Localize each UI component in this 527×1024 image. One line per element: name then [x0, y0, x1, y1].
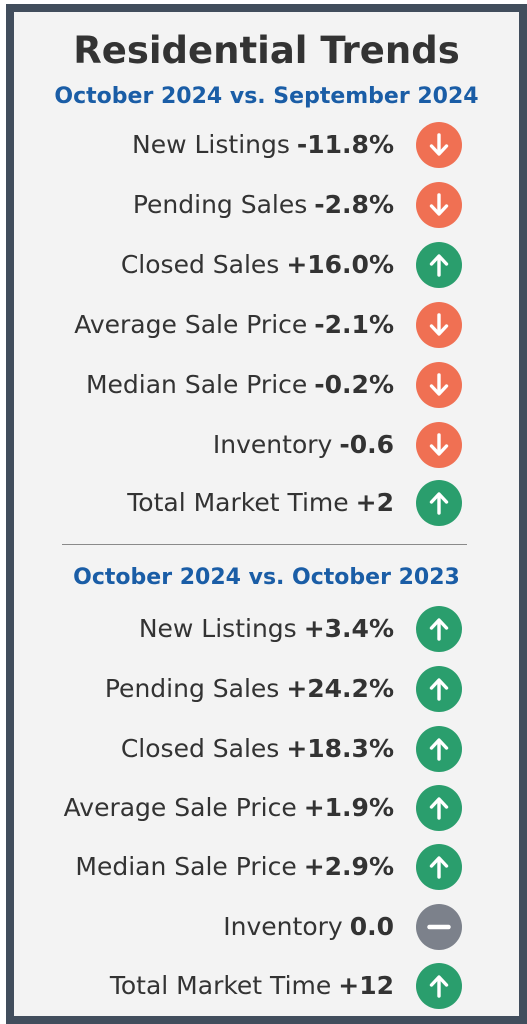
- metric-label: Inventory: [223, 912, 343, 941]
- metric-value: +2.9%: [303, 852, 394, 881]
- section-1-subtitle: October 2024 vs. September 2024: [54, 84, 479, 109]
- metric-label: Closed Sales: [120, 250, 280, 279]
- metric-label: Average Sale Price: [74, 310, 308, 339]
- metric-value: +16.0%: [286, 250, 394, 279]
- metric-value: -0.2%: [314, 370, 394, 399]
- section-1-row-average-sale-price: Average Sale Price -2.1%: [14, 302, 519, 348]
- metric-label: Average Sale Price: [63, 793, 297, 822]
- section-2-row-pending-sales: Pending Sales +24.2%: [14, 666, 519, 712]
- metric-value: -11.8%: [296, 130, 394, 159]
- section-2-row-closed-sales: Closed Sales +18.3%: [14, 726, 519, 772]
- metric-value: +2: [355, 488, 394, 517]
- metric-label: Total Market Time: [127, 488, 349, 517]
- section-2-row-median-sale-price: Median Sale Price +2.9%: [14, 844, 519, 890]
- metric-label: Inventory: [212, 430, 333, 459]
- section-1-row-median-sale-price: Median Sale Price -0.2%: [14, 362, 519, 408]
- section-2-row-average-sale-price: Average Sale Price +1.9%: [14, 785, 519, 831]
- up-arrow-icon: [416, 606, 462, 652]
- up-arrow-icon: [416, 480, 462, 526]
- metric-value: +24.2%: [286, 674, 394, 703]
- section-2-subtitle: October 2024 vs. October 2023: [73, 565, 460, 590]
- down-arrow-icon: [416, 362, 462, 408]
- up-arrow-icon: [416, 844, 462, 890]
- section-2-row-total-market-time: Total Market Time +12: [14, 963, 519, 1009]
- metric-value: 0.0: [349, 912, 394, 941]
- section-2-row-new-listings: New Listings +3.4%: [14, 606, 519, 652]
- metric-label: Pending Sales: [104, 674, 280, 703]
- metric-label: Median Sale Price: [75, 852, 297, 881]
- metric-value: +12: [338, 971, 394, 1000]
- metric-label: New Listings: [138, 614, 297, 643]
- up-arrow-icon: [416, 785, 462, 831]
- metric-value: -2.1%: [314, 310, 394, 339]
- residential-trends-card: Residential Trends October 2024 vs. Sept…: [6, 4, 527, 1024]
- metric-value: -0.6: [339, 430, 394, 459]
- section-divider: [62, 544, 467, 545]
- metric-value: +18.3%: [286, 734, 394, 763]
- up-arrow-icon: [416, 726, 462, 772]
- up-arrow-icon: [416, 963, 462, 1009]
- up-arrow-icon: [416, 666, 462, 712]
- metric-label: Total Market Time: [109, 971, 332, 1000]
- section-1-row-total-market-time: Total Market Time +2: [14, 480, 519, 526]
- down-arrow-icon: [416, 422, 462, 468]
- section-1-row-new-listings: New Listings -11.8%: [14, 122, 519, 168]
- metric-value: +3.4%: [303, 614, 394, 643]
- page-title: Residential Trends: [73, 29, 460, 72]
- section-1-row-pending-sales: Pending Sales -2.8%: [14, 182, 519, 228]
- up-arrow-icon: [416, 242, 462, 288]
- section-1-row-closed-sales: Closed Sales +16.0%: [14, 242, 519, 288]
- down-arrow-icon: [416, 122, 462, 168]
- metric-value: +1.9%: [303, 793, 394, 822]
- section-1-row-inventory: Inventory -0.6: [14, 422, 519, 468]
- metric-label: New Listings: [132, 130, 290, 159]
- metric-label: Closed Sales: [120, 734, 280, 763]
- neutral-arrow-icon: [416, 904, 462, 950]
- section-2-row-inventory: Inventory 0.0: [14, 904, 519, 950]
- metric-label: Median Sale Price: [85, 370, 308, 399]
- down-arrow-icon: [416, 302, 462, 348]
- metric-value: -2.8%: [314, 190, 394, 219]
- metric-label: Pending Sales: [132, 190, 308, 219]
- down-arrow-icon: [416, 182, 462, 228]
